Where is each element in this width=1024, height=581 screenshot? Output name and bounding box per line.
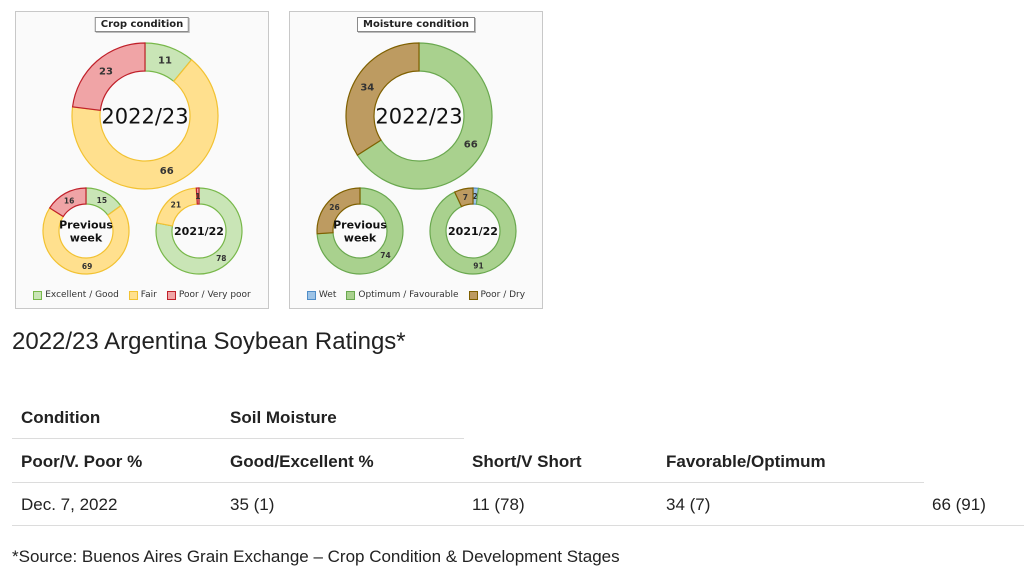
donut-slice-last-year-1 bbox=[429, 187, 517, 275]
table-group-header-soil: Soil Moisture bbox=[230, 408, 337, 427]
moisture-condition-title: Moisture condition bbox=[357, 17, 475, 32]
donut-slice-last-year-0 bbox=[155, 187, 243, 275]
crop-condition-chart: 11 66 23 2022/23 15 69 16 Previous week 78 21 1 2021… bbox=[42, 42, 243, 275]
table-group-header-condition: Condition bbox=[21, 408, 101, 427]
donut-center-label-previous-week: Previous week bbox=[333, 219, 387, 245]
legend-label: Poor / Dry bbox=[480, 290, 526, 300]
legend-label: Fair bbox=[140, 290, 157, 300]
table-divider bbox=[12, 525, 1024, 526]
donut-value-label-current-0: 11 bbox=[158, 55, 172, 66]
legend-item-poor: Poor / Very poor bbox=[166, 290, 251, 300]
table-cell: 66 (91) bbox=[932, 495, 986, 514]
donut-center-label-current: 2022/23 bbox=[375, 105, 462, 129]
donut-slice-previous-week-1 bbox=[316, 187, 404, 275]
legend-item-fair: Fair bbox=[128, 290, 157, 300]
crop-legend: Excellent / Good Fair Poor / Very poor bbox=[16, 290, 268, 300]
table-cell: 35 (1) bbox=[230, 495, 275, 514]
legend-swatch bbox=[33, 290, 43, 300]
donut-center-label-previous-week: Previous week bbox=[59, 219, 113, 245]
table-divider bbox=[12, 482, 924, 483]
donut-value-label-previous-week-2: 26 bbox=[329, 203, 339, 212]
legend-item-optimum: Optimum / Favourable bbox=[346, 290, 459, 300]
donut-value-label-current-2: 34 bbox=[360, 83, 374, 94]
crop-condition-panel: 11 66 23 2022/23 15 69 16 Previous week 78 21 1 2021… bbox=[15, 11, 269, 309]
source-footnote: *Source: Buenos Aires Grain Exchange – C… bbox=[12, 547, 620, 566]
donut-center-label-last-year: 2021/22 bbox=[174, 225, 224, 238]
legend-swatch bbox=[128, 290, 138, 300]
donut-slice-previous-week-2 bbox=[316, 187, 361, 235]
donut-slice-previous-week-1 bbox=[42, 204, 130, 275]
donut-slice-current-1 bbox=[356, 42, 493, 190]
legend-swatch bbox=[346, 290, 356, 300]
legend-swatch bbox=[468, 290, 478, 300]
legend-item-wet: Wet bbox=[306, 290, 337, 300]
donut-value-label-last-year-2: 7 bbox=[463, 193, 468, 202]
table-col-favorable: Favorable/Optimum bbox=[666, 452, 826, 471]
legend-item-poor-dry: Poor / Dry bbox=[468, 290, 526, 300]
table-cell-date: Dec. 7, 2022 bbox=[21, 495, 118, 514]
legend-label: Optimum / Favourable bbox=[358, 290, 459, 300]
donut-slice-current-2 bbox=[345, 42, 420, 156]
table-col-short: Short/V Short bbox=[472, 452, 582, 471]
donut-value-label-previous-week-0: 15 bbox=[97, 196, 107, 205]
donut-value-label-last-year-2: 1 bbox=[195, 192, 200, 201]
page-heading: 2022/23 Argentina Soybean Ratings* bbox=[12, 328, 406, 355]
legend-label: Wet bbox=[318, 290, 337, 300]
table-col-good: Good/Excellent % bbox=[230, 452, 374, 471]
donut-value-label-last-year-0: 78 bbox=[216, 254, 226, 263]
donut-value-label-last-year-0: 2 bbox=[473, 192, 478, 201]
legend-item-excellent-good: Excellent / Good bbox=[33, 290, 119, 300]
donut-value-label-current-1: 66 bbox=[160, 166, 174, 177]
donut-value-label-previous-week-1: 74 bbox=[380, 251, 390, 260]
crop-condition-title: Crop condition bbox=[94, 17, 190, 32]
moisture-condition-panel: 66 34 2022/23 74 26 Previous week 2 91 7 2021/22 M… bbox=[289, 11, 543, 309]
legend-label: Poor / Very poor bbox=[178, 290, 251, 300]
donut-value-label-previous-week-2: 16 bbox=[64, 196, 74, 205]
donut-slice-last-year-2 bbox=[453, 187, 474, 208]
donut-slice-last-year-2 bbox=[195, 187, 200, 205]
donut-value-label-current-2: 23 bbox=[99, 67, 113, 78]
donut-value-label-previous-week-1: 69 bbox=[82, 262, 92, 271]
donut-value-label-last-year-1: 21 bbox=[171, 201, 181, 210]
moisture-legend: Wet Optimum / Favourable Poor / Dry bbox=[290, 290, 542, 300]
donut-slice-current-1 bbox=[71, 58, 219, 190]
donut-value-label-current-1: 66 bbox=[464, 139, 478, 150]
table-cell: 34 (7) bbox=[666, 495, 711, 514]
donut-slice-current-2 bbox=[71, 42, 146, 112]
donut-center-label-last-year: 2021/22 bbox=[448, 225, 498, 238]
legend-swatch bbox=[166, 290, 176, 300]
donut-value-label-last-year-1: 91 bbox=[473, 262, 483, 271]
legend-label: Excellent / Good bbox=[45, 290, 119, 300]
donut-center-label-current: 2022/23 bbox=[101, 105, 188, 129]
table-col-poor: Poor/V. Poor % bbox=[21, 452, 143, 471]
donut-slice-previous-week-2 bbox=[48, 187, 87, 218]
legend-swatch bbox=[306, 290, 316, 300]
table-divider bbox=[12, 438, 464, 439]
table-cell: 11 (78) bbox=[472, 495, 525, 514]
